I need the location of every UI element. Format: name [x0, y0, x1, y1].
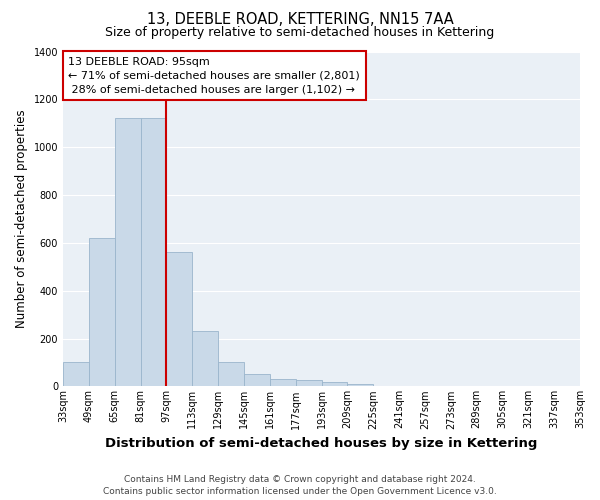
Bar	[166, 252, 192, 386]
Text: Size of property relative to semi-detached houses in Kettering: Size of property relative to semi-detach…	[106, 26, 494, 39]
Bar	[244, 374, 270, 386]
Bar	[63, 362, 89, 386]
Bar	[192, 332, 218, 386]
Bar	[296, 380, 322, 386]
Bar	[322, 382, 347, 386]
X-axis label: Distribution of semi-detached houses by size in Kettering: Distribution of semi-detached houses by …	[106, 437, 538, 450]
Bar	[218, 362, 244, 386]
Text: 13 DEEBLE ROAD: 95sqm
← 71% of semi-detached houses are smaller (2,801)
 28% of : 13 DEEBLE ROAD: 95sqm ← 71% of semi-deta…	[68, 56, 360, 94]
Bar	[140, 118, 166, 386]
Text: 13, DEEBLE ROAD, KETTERING, NN15 7AA: 13, DEEBLE ROAD, KETTERING, NN15 7AA	[146, 12, 454, 28]
Bar	[270, 379, 296, 386]
Bar	[89, 238, 115, 386]
Bar	[115, 118, 140, 386]
Text: Contains HM Land Registry data © Crown copyright and database right 2024.
Contai: Contains HM Land Registry data © Crown c…	[103, 474, 497, 496]
Bar	[347, 384, 373, 386]
Y-axis label: Number of semi-detached properties: Number of semi-detached properties	[15, 110, 28, 328]
